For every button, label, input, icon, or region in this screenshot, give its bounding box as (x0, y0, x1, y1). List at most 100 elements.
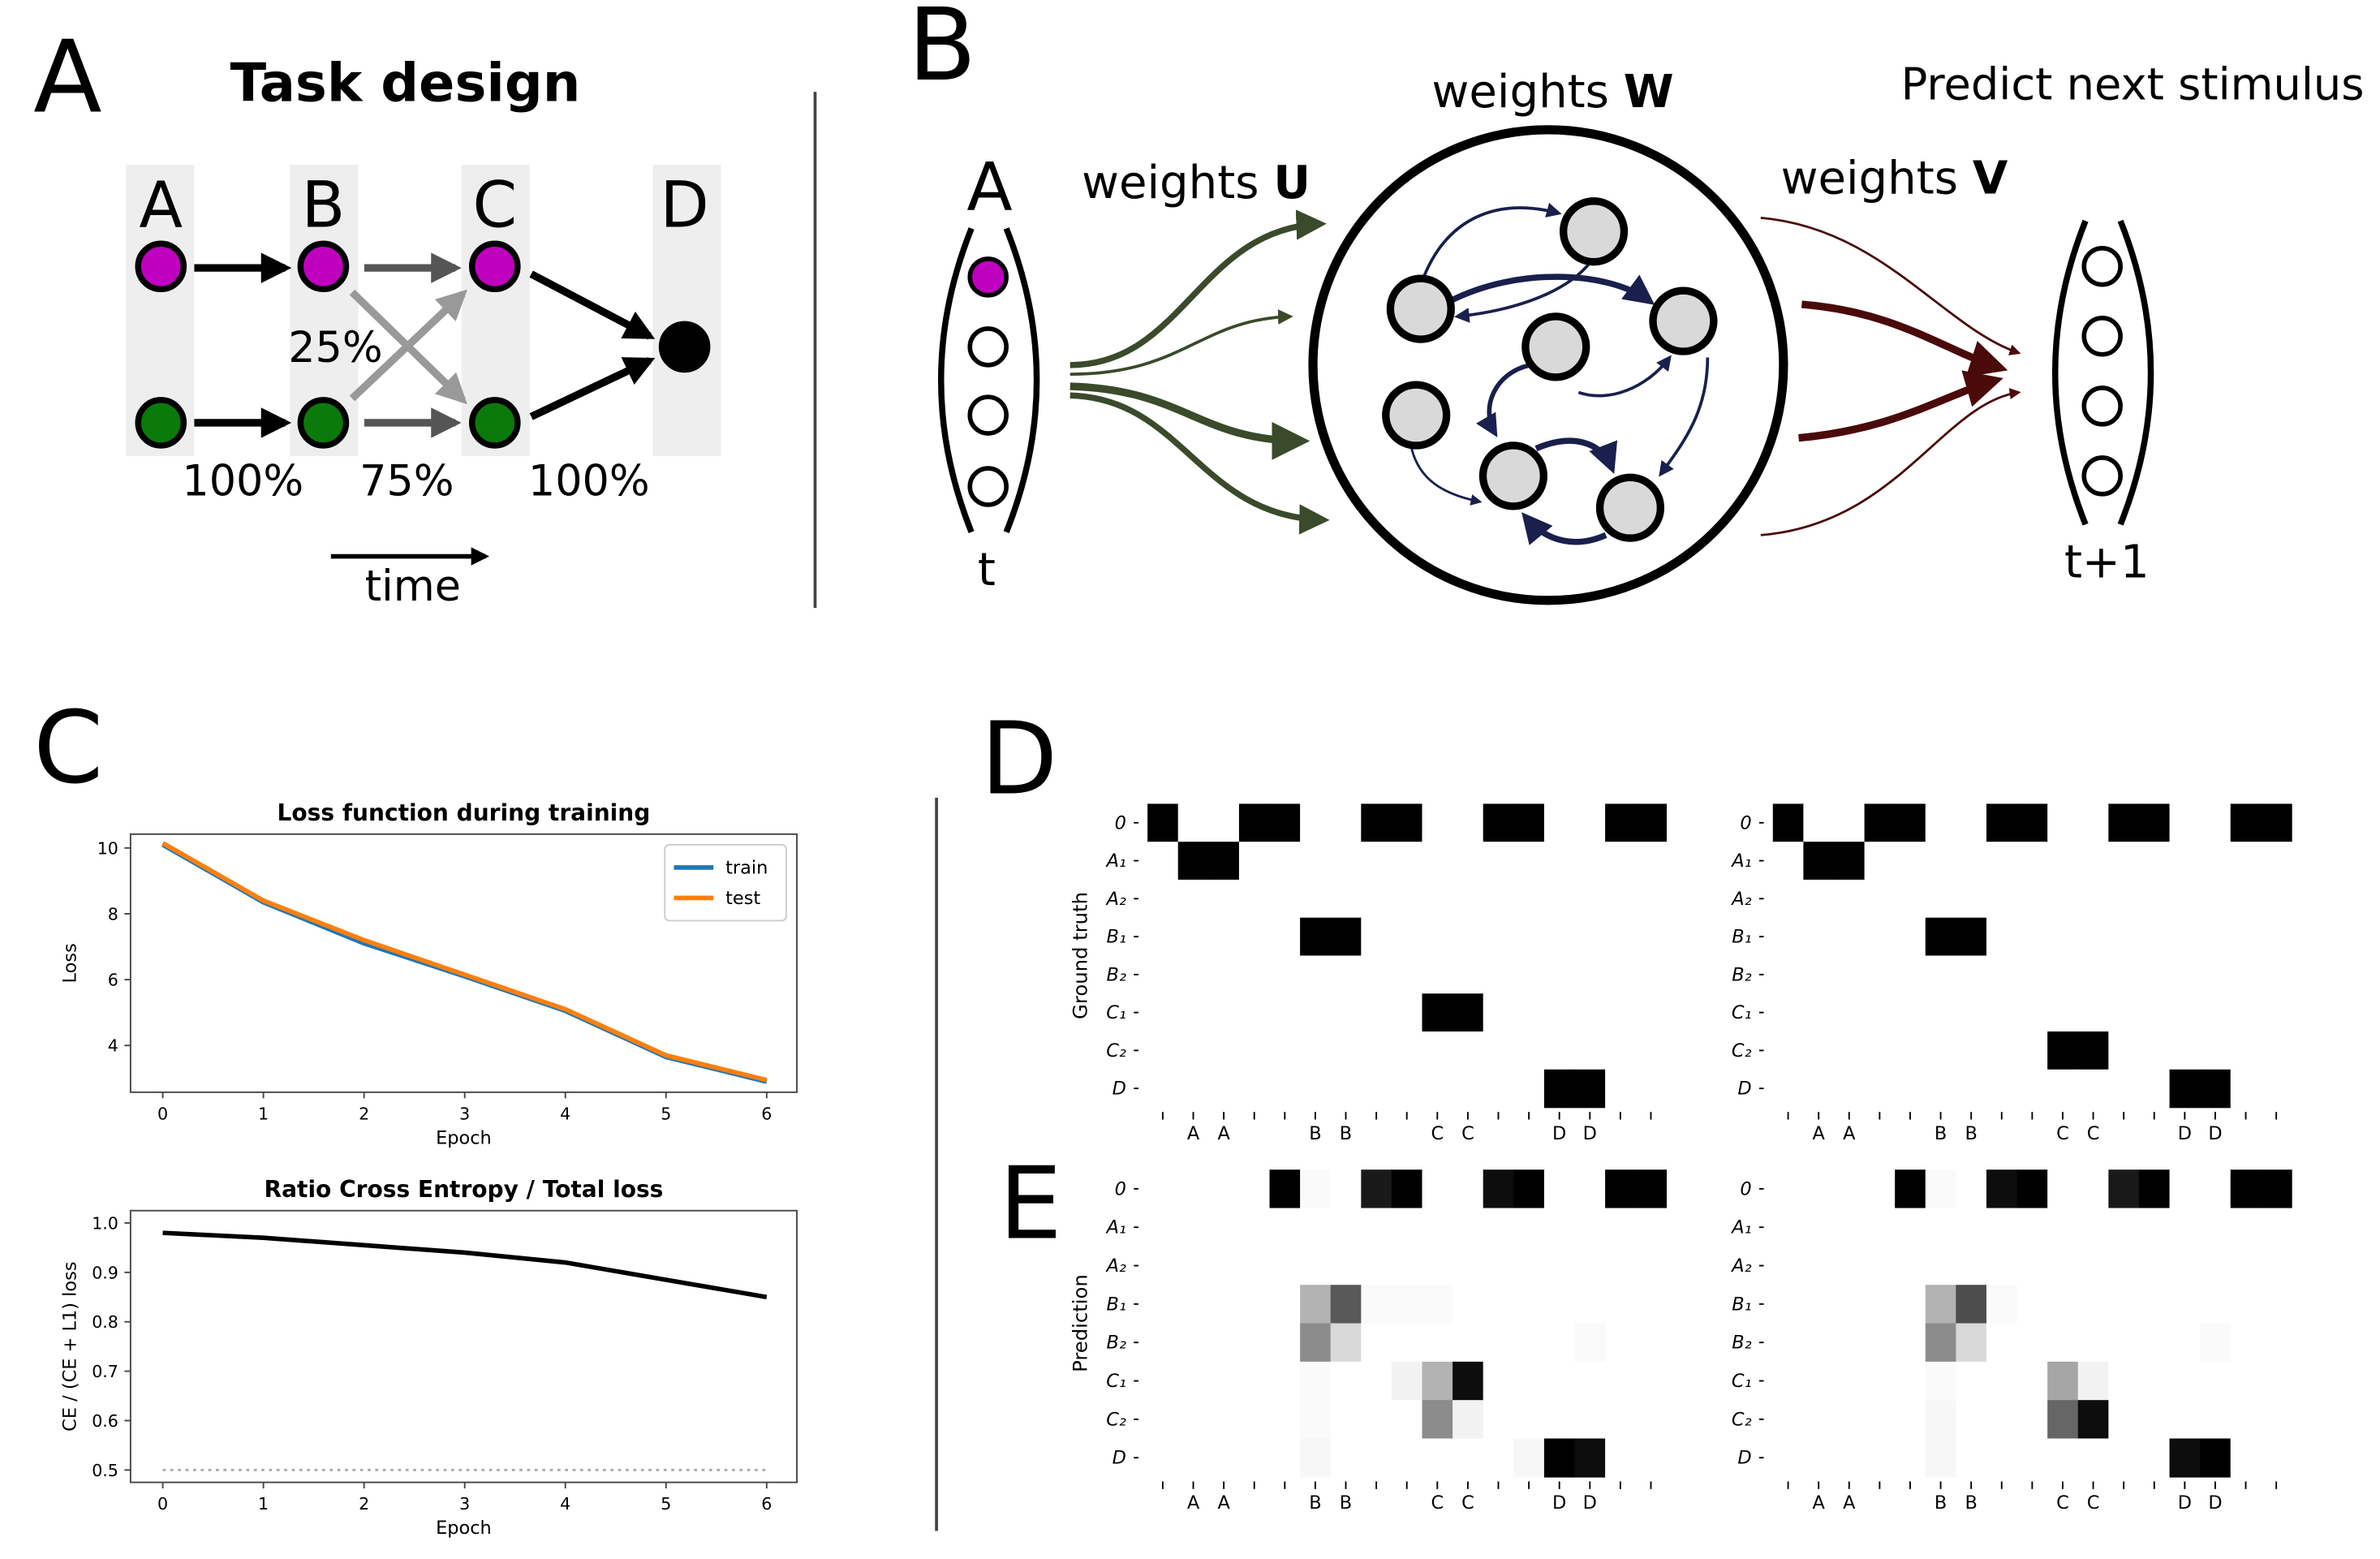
heatmap-cell (1391, 803, 1423, 842)
y-tick-label: 0.9 (92, 1263, 118, 1282)
probability: 100% (182, 457, 303, 506)
x-tick-label: 6 (761, 1494, 772, 1514)
neuron (1559, 197, 1629, 266)
heatmap-cell (1925, 1208, 1957, 1247)
heatmap-cell (2138, 1208, 2171, 1247)
heatmap-cell (2200, 917, 2232, 957)
heatmap-cell (1895, 993, 1926, 1032)
heatmap-cell (1361, 1400, 1392, 1440)
x-tick-label: 0 (157, 1105, 168, 1124)
heatmap-cell (2108, 917, 2140, 957)
heatmap-cell (2108, 1069, 2140, 1109)
heatmap-cell (1361, 879, 1392, 919)
heatmap-cell (1956, 993, 1987, 1032)
heatmap-cell (2016, 1361, 2048, 1401)
heatmap-cell (1177, 842, 1210, 881)
heatmap-cell (2047, 1323, 2079, 1363)
heatmap-cell (2261, 1285, 2292, 1324)
output-weights (1760, 217, 2021, 536)
unit (2081, 246, 2123, 287)
bracket (2051, 219, 2089, 526)
y-tick-label: A₂ (1105, 889, 1126, 910)
heatmap-cell (2230, 1069, 2262, 1109)
heatmap-cell (2108, 1438, 2140, 1478)
heatmap-cell (2200, 1069, 2232, 1109)
heatmap-cell (1269, 1031, 1301, 1070)
heatmap-cell (2138, 917, 2171, 957)
arrow (1760, 217, 2021, 355)
heatmap-cell (1177, 1246, 1210, 1286)
heatmap-cell (2261, 955, 2292, 994)
heatmap-cell (1956, 1031, 1987, 1070)
heatmap-cell (1956, 842, 1987, 881)
x-axis-label: Epoch (436, 1127, 492, 1148)
heatmap-cell (1147, 1285, 1179, 1324)
heatmap-cell (1635, 1031, 1668, 1070)
heatmap-cell (1925, 955, 1957, 994)
heatmap-cell (1864, 879, 1896, 919)
arrow (1448, 273, 1655, 305)
heatmap-cell (1453, 1169, 1484, 1209)
heatmap-cell (1483, 879, 1515, 919)
heatmap-cell (1300, 917, 1332, 957)
heatmap-cell (1361, 1438, 1392, 1478)
heatmap-cell (2230, 1323, 2262, 1363)
heatmap-cell (1956, 917, 1987, 957)
plot-frame (129, 1209, 798, 1484)
heatmap-cell (1986, 1361, 2018, 1401)
heatmap-cell (1453, 1069, 1484, 1109)
arrow (1453, 261, 1592, 323)
heatmap-cell (1330, 1069, 1362, 1109)
heatmap-cell (1864, 1323, 1896, 1363)
heatmap-cell (1391, 917, 1423, 957)
arrow (529, 357, 656, 420)
heatmap-cell (2077, 1323, 2110, 1363)
weights-label: weights U (1082, 157, 1311, 209)
heatmap-cell (1543, 917, 1576, 957)
x-tick-label: D (2178, 1492, 2192, 1514)
y-tick-label: B₂ (1107, 1333, 1126, 1354)
heatmap-cell (1147, 1246, 1179, 1286)
x-tick-label: D (1552, 1492, 1566, 1514)
heatmap-cell (1208, 1208, 1240, 1247)
heatmap-cell (1864, 1208, 1896, 1247)
heatmap-cell (1391, 1031, 1423, 1070)
y-tick-label: 6 (108, 971, 118, 990)
panel-label: E (999, 1145, 1062, 1262)
heatmap-cell (1574, 803, 1606, 842)
heatmap-cell (1330, 1208, 1362, 1247)
heatmap-cell (1147, 1031, 1179, 1070)
heatmap-cell (1833, 993, 1866, 1032)
heatmap-cell (1956, 1438, 1987, 1478)
x-tick-label: C (1461, 1123, 1474, 1144)
heatmap-cell (1864, 1031, 1896, 1070)
heatmap-cell (1864, 1069, 1896, 1109)
heatmap-cell (1238, 1323, 1271, 1363)
heatmap-cell (1574, 842, 1606, 881)
heatmap-cell (1803, 1169, 1835, 1209)
column-label: B (301, 168, 345, 243)
heatmap-cell (1269, 955, 1301, 994)
y-tick-label: B₁ (1107, 927, 1126, 948)
heatmap-cell (1925, 917, 1957, 957)
heatmap-cell (1513, 842, 1545, 881)
unit (2081, 455, 2123, 497)
y-tick-label: 4 (108, 1036, 118, 1056)
column-label: C (472, 168, 517, 243)
x-tick-label: A (1813, 1123, 1826, 1144)
heatmap-cell (2138, 1069, 2171, 1109)
heatmap-cell (1543, 1285, 1576, 1324)
weights-label: weights W (1431, 66, 1673, 118)
weights-symbol: U (1273, 157, 1311, 209)
y-tick-label: B₂ (1732, 1333, 1751, 1354)
neurons (1382, 197, 1718, 542)
heatmap-cell (1635, 917, 1668, 957)
heatmap-cell (1330, 955, 1362, 994)
x-tick-label: A (1187, 1123, 1200, 1144)
heatmap-cell (1177, 1285, 1210, 1324)
heatmap-cell (2077, 1208, 2110, 1247)
heatmap-cell (1605, 879, 1637, 919)
heatmap-cell (1238, 803, 1271, 842)
panel-label: B (908, 0, 977, 104)
heatmap-cell (2047, 803, 2079, 842)
